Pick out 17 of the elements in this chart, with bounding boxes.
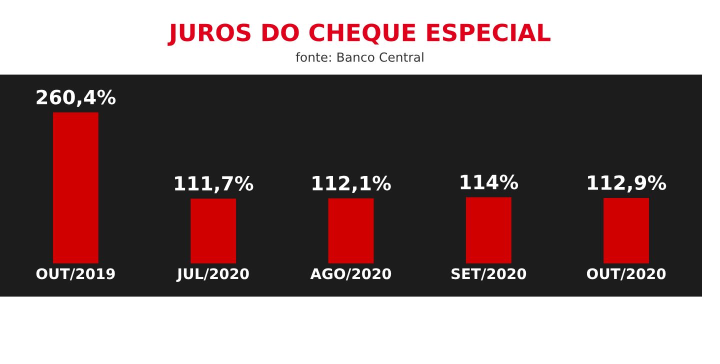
x-tick-label: AGO/2020 <box>310 268 392 280</box>
data-label: 112,9% <box>588 175 666 192</box>
chart-subtitle: fonte: Banco Central <box>296 52 424 62</box>
data-label: 112,1% <box>312 176 391 193</box>
data-label: 111,7% <box>175 176 254 194</box>
bar <box>604 198 650 264</box>
bar <box>466 197 512 264</box>
bar <box>190 198 236 264</box>
x-tick-label: JUL/2020 <box>176 268 249 282</box>
chart-title: JUROS DO CHEQUE ESPECIAL <box>168 24 550 46</box>
bar <box>328 198 374 264</box>
x-tick-label: OUT/2019 <box>36 268 115 280</box>
x-tick-label: SET/2020 <box>452 268 526 280</box>
x-tick-label: OUT/2020 <box>586 268 666 280</box>
data-label: 114% <box>460 174 518 190</box>
data-label: 260,4% <box>36 90 116 107</box>
bar <box>52 112 98 264</box>
